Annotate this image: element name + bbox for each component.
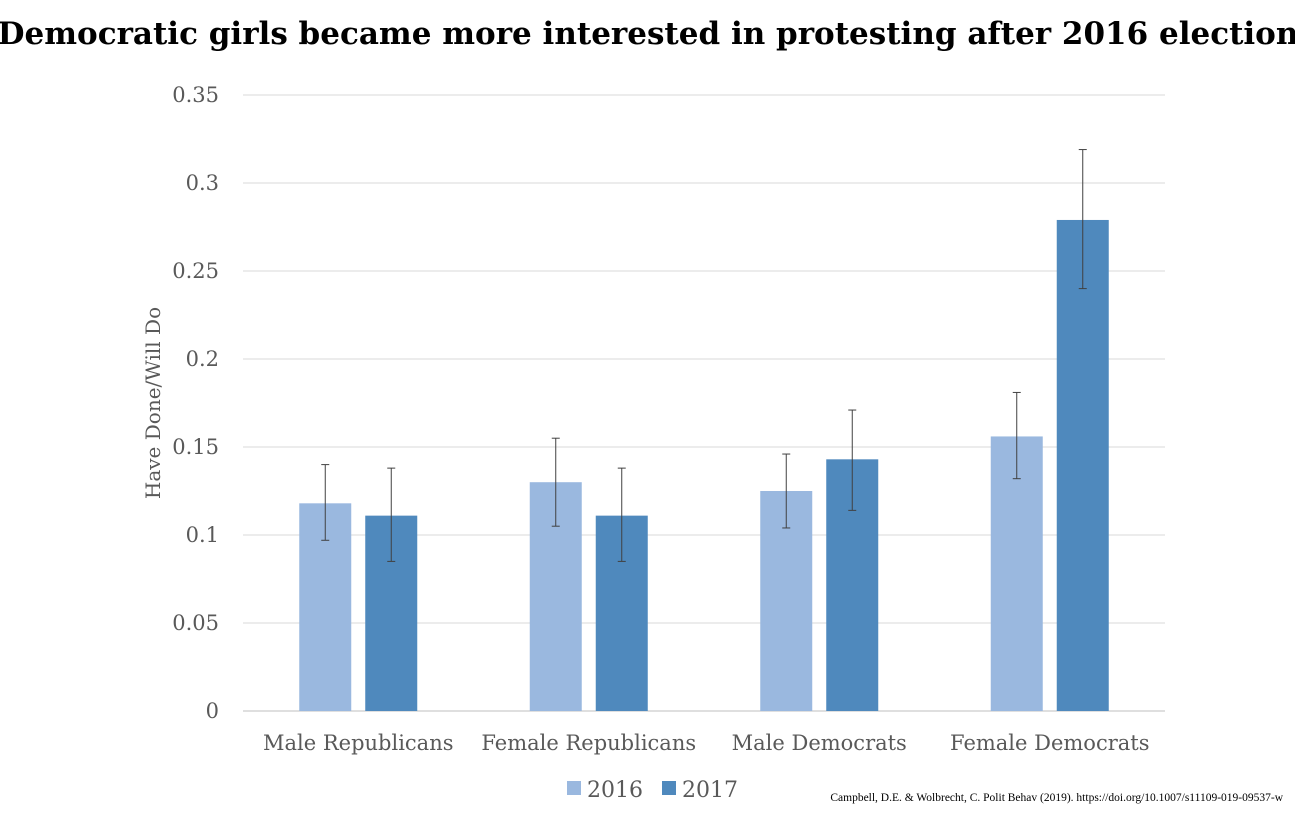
category-label: Male Democrats	[732, 731, 907, 755]
category-label: Male Republicans	[263, 731, 454, 755]
y-tick-label: 0.1	[186, 523, 219, 547]
legend-swatch-2017	[662, 781, 676, 795]
bars	[299, 219, 1109, 711]
error-bar	[848, 409, 857, 511]
category-label: Female Democrats	[950, 731, 1149, 755]
legend: 2016 2017	[567, 778, 738, 803]
legend-swatch-2016	[567, 781, 581, 795]
bar-2017-female-democrats	[1056, 219, 1109, 711]
error-bar	[387, 467, 396, 562]
y-tick-label: 0	[206, 699, 219, 723]
y-axis-title: Have Done/Will Do	[141, 307, 165, 499]
chart-title: Democratic girls became more interested …	[0, 16, 1295, 52]
y-tick-label: 0.25	[172, 259, 219, 283]
y-tick-label: 0.3	[186, 171, 219, 195]
error-bar	[321, 464, 330, 541]
citation: Campbell, D.E. & Wolbrecht, C. Polit Beh…	[830, 792, 1283, 804]
y-tick-label: 0.2	[186, 347, 219, 371]
y-tick-label: 0.35	[172, 83, 219, 107]
error-bar	[782, 453, 791, 529]
error-bar	[1012, 391, 1021, 480]
error-bar	[617, 467, 626, 562]
error-bars	[321, 149, 1087, 562]
y-axis-ticks: 0 0.05 0.1 0.15 0.2 0.25 0.3 0.35	[172, 83, 219, 723]
error-bar	[1078, 149, 1087, 290]
legend-label-2016: 2016	[587, 778, 643, 803]
y-tick-label: 0.05	[172, 611, 219, 635]
x-axis-categories: Male Republicans Female Republicans Male D…	[263, 731, 1149, 755]
bar-2016-female-democrats	[990, 436, 1043, 711]
y-tick-label: 0.15	[172, 435, 219, 459]
category-label: Female Republicans	[481, 731, 696, 755]
legend-label-2017: 2017	[682, 778, 738, 803]
error-bar	[551, 437, 560, 527]
